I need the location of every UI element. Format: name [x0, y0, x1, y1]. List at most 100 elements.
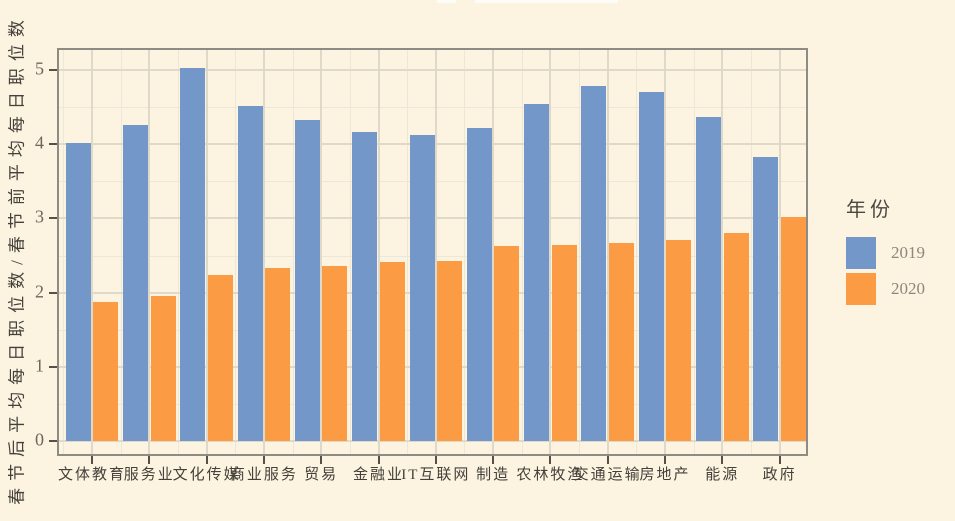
legend-keys: 2019 2020	[846, 237, 954, 305]
gridline-major-x	[492, 48, 495, 456]
gridline-minor-x	[693, 48, 695, 456]
gridline-minor-x	[292, 48, 294, 456]
bar-2020	[780, 216, 806, 441]
bar-2020	[265, 268, 291, 441]
x-axis-tick	[377, 456, 380, 464]
x-axis-tick-label: 服务业	[123, 467, 175, 483]
bar-2019	[237, 106, 263, 441]
legend-item: 2019	[846, 237, 954, 269]
y-axis-tick	[49, 440, 57, 442]
gridline-major-x	[377, 48, 380, 456]
x-axis-tick-label: 贸易	[304, 467, 339, 483]
bar-2020	[379, 262, 405, 441]
y-axis-tick-label: 0	[35, 429, 44, 450]
x-axis-tick	[205, 456, 208, 464]
bar-2020	[494, 245, 520, 441]
gridline-minor-x	[750, 48, 752, 456]
y-axis-tick	[49, 217, 57, 220]
y-axis-tick	[49, 365, 57, 368]
legend: 年份 2019 2020	[846, 193, 954, 309]
legend-label: 2020	[891, 279, 925, 298]
bar-2019	[524, 104, 550, 441]
x-axis-tick	[434, 456, 437, 464]
bar-2020	[207, 274, 233, 441]
gridline-major-x	[606, 48, 609, 456]
gridline-major-x	[664, 48, 666, 456]
y-axis-tick-label: 5	[35, 58, 44, 79]
x-axis-tick	[549, 456, 552, 464]
gridline-major-y	[57, 69, 808, 71]
x-axis-tick	[320, 456, 323, 464]
gridline-major-x	[721, 48, 724, 456]
gridline-major-x	[778, 48, 781, 456]
gridline-minor-y	[57, 107, 808, 109]
x-axis-tick-label: 商业服务	[229, 467, 298, 483]
bar-2020	[723, 233, 749, 441]
bar-2020	[150, 295, 176, 441]
gridline-minor-x	[521, 48, 523, 456]
x-axis-tick-label: 制造	[476, 467, 511, 483]
legend-item: 2020	[846, 273, 954, 305]
y-axis-tick-label: 2	[35, 281, 44, 302]
x-axis-tick-label: 政府	[762, 467, 797, 483]
gridline-major-x	[148, 48, 151, 456]
bar-2019	[65, 143, 91, 441]
x-axis-tick-label: 房地产	[639, 467, 691, 483]
x-axis-tick	[778, 456, 781, 464]
screen-edge-artifact	[475, 0, 618, 3]
y-axis-tick-label: 1	[35, 355, 44, 376]
bar-2019	[352, 131, 378, 441]
x-axis-tick-label: 能源	[705, 467, 740, 483]
plot-panel	[57, 48, 808, 456]
legend-label: 2019	[891, 243, 925, 262]
gridline-minor-x	[407, 48, 409, 456]
bar-2019	[466, 127, 492, 441]
bar-2019	[123, 124, 149, 441]
bar-2019	[753, 156, 779, 441]
gridline-major-y	[57, 440, 808, 442]
legend-swatch-2019	[846, 237, 876, 269]
x-axis-tick	[606, 456, 609, 464]
gridline-minor-x	[235, 48, 237, 456]
bar-2019	[294, 120, 320, 441]
bar-2020	[608, 242, 634, 441]
bar-2019	[696, 116, 722, 441]
x-axis-tick	[492, 456, 495, 464]
y-axis-tick	[49, 143, 57, 146]
bar-2019	[409, 135, 435, 441]
gridline-major-x	[320, 48, 323, 456]
x-axis-tick-label: 交通运输	[573, 467, 642, 483]
bar-2019	[638, 92, 664, 441]
gridline-minor-x	[349, 48, 351, 456]
x-axis-tick	[664, 456, 666, 464]
gridline-minor-x	[464, 48, 466, 456]
bar-2020	[437, 261, 463, 441]
x-axis-tick-label: 文化传媒	[172, 467, 241, 483]
bar-2020	[551, 245, 577, 441]
gridline-minor-x	[177, 48, 179, 456]
bar-2020	[93, 302, 119, 441]
x-axis-tick	[262, 456, 265, 464]
gridline-major-x	[91, 48, 93, 456]
x-axis-tick-label: 文体教育	[57, 467, 127, 483]
y-axis-tick	[49, 69, 57, 71]
x-axis-tick-label: 金融业	[352, 467, 405, 483]
bar-2019	[180, 67, 206, 441]
gridline-major-x	[262, 48, 265, 456]
gridline-minor-x	[579, 48, 581, 456]
screen-edge-artifact	[437, 0, 456, 3]
y-axis-tick-label: 4	[35, 132, 44, 153]
gridline-minor-x	[636, 48, 638, 456]
gridline-major-x	[549, 48, 552, 456]
gridline-minor-x	[63, 48, 65, 456]
x-axis-tick	[148, 456, 151, 464]
x-axis-tick	[91, 456, 93, 464]
bar-2020	[666, 239, 692, 441]
x-axis-tick-label: IT互联网	[401, 467, 471, 483]
legend-title: 年份	[846, 199, 894, 221]
gridline-major-x	[205, 48, 208, 456]
gridline-major-x	[434, 48, 437, 456]
x-axis-tick	[721, 456, 724, 464]
legend-swatch-2020	[846, 273, 876, 305]
